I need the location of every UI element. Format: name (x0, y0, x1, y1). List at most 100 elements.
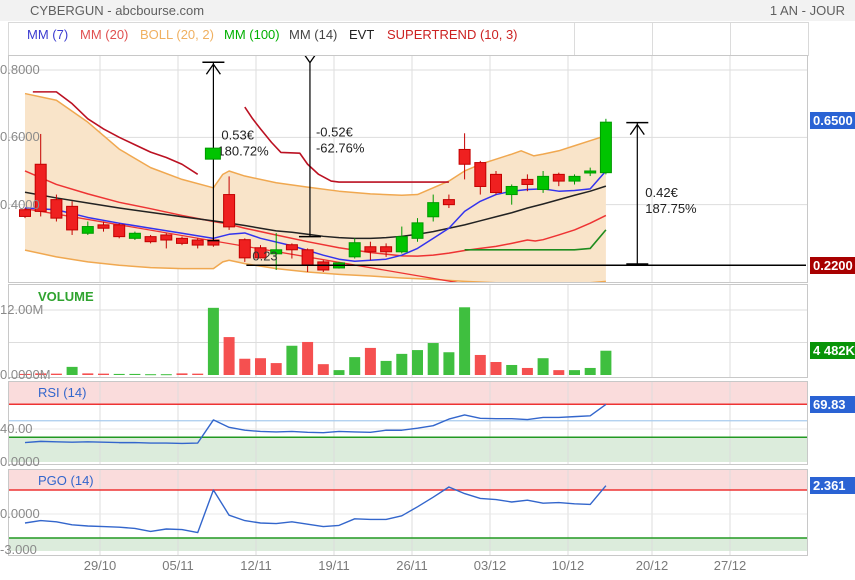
volume-bar (129, 373, 141, 375)
supertrend-bear-line (244, 106, 449, 183)
volume-bar (176, 373, 188, 375)
axis-tick-label: 12.00M (0, 301, 44, 317)
panel-border (8, 55, 808, 283)
volume-bar (192, 373, 204, 375)
volume-bar (270, 363, 282, 375)
legend-item-mm14[interactable]: MM (14) (289, 27, 338, 42)
panel-border (8, 284, 808, 378)
volume-bar (223, 337, 235, 375)
candle-body (442, 199, 455, 206)
date-axis-label: 12/11 (240, 558, 272, 573)
candle-body (34, 163, 47, 212)
pgo-line (24, 485, 607, 534)
volume-bar (349, 357, 361, 375)
candle-body (537, 175, 550, 191)
volume-panel-label: VOLUME (38, 289, 94, 304)
indicator-legend-strip: MM (7) MM (20) BOLL (20, 2) MM (100) MM (14)… (8, 22, 809, 56)
axis-tick-label: 0.0000 (0, 506, 40, 521)
axis-tick-label: 0.0000M (0, 367, 51, 382)
volume-bar (380, 360, 392, 375)
volume-bar (521, 367, 533, 375)
period-label: 1 AN - JOUR (769, 3, 845, 18)
volume-bar (286, 345, 298, 375)
candle-body (552, 173, 565, 182)
legend-cell-divider (730, 23, 731, 55)
candle-body (19, 209, 31, 217)
hline-label: 0.23 (252, 248, 277, 263)
rsi-panel[interactable] (8, 381, 808, 465)
candle-body (490, 173, 502, 194)
candle-body (411, 222, 424, 239)
mm7-line (24, 170, 607, 262)
legend-item-mm7[interactable]: MM (7) (27, 27, 69, 42)
supertrend-bull-line (464, 229, 607, 251)
measure-right-amount: 0.42€ (645, 185, 678, 200)
measure-left-arrowhead (205, 63, 221, 75)
axis-tick-label: -3.000 (0, 542, 37, 557)
volume-canvas[interactable] (8, 284, 808, 378)
axis-tick-label: 0.0000 (0, 454, 40, 469)
volume-panel[interactable] (8, 284, 808, 378)
candle-body (160, 234, 173, 241)
last-price-badge: 0.6500 (810, 111, 855, 129)
candle-body (113, 224, 126, 238)
date-axis-label: 19/11 (318, 558, 350, 573)
rsi-panel-label: RSI (14) (38, 385, 87, 400)
candle-body (505, 185, 518, 196)
volume-bar (317, 364, 329, 375)
supertrend-bear-line (32, 91, 199, 176)
volume-bar (35, 373, 47, 375)
legend-item-boll[interactable]: BOLL (20, 2) (140, 27, 214, 42)
measure-handle[interactable] (204, 147, 221, 160)
candle-body (81, 226, 94, 234)
volume-bar (490, 361, 502, 375)
measure-middle-arrowhead (303, 55, 317, 64)
rsi-oversold-zone (9, 437, 807, 462)
date-axis-label: 29/10 (83, 558, 117, 573)
volume-bar (412, 350, 423, 375)
pgo-panel[interactable] (8, 469, 808, 556)
price-chart-panel[interactable]: 0.23 0.53€ 180.72% -0.52€ -62.76% 0.42€ 187.75… (8, 55, 808, 283)
volume-bar (364, 347, 376, 375)
volume-bar (66, 366, 78, 375)
mm14-line (24, 185, 607, 240)
volume-bar (506, 364, 518, 375)
volume-bar (600, 350, 612, 375)
pgo-panel-label: PGO (14) (38, 473, 94, 488)
legend-item-supertrend[interactable]: SUPERTREND (10, 3) (387, 27, 518, 42)
panel-border (8, 381, 808, 465)
measure-right-arrowhead (629, 123, 645, 135)
candle-body (348, 242, 361, 258)
price-chart-canvas[interactable]: 0.23 0.53€180.72% -0.52€-62.76% 0.42€187.75… (8, 55, 808, 283)
rsi-canvas[interactable] (8, 381, 808, 465)
volume-bar (427, 343, 439, 375)
date-axis-label: 20/12 (635, 558, 669, 573)
volume-bar (19, 373, 31, 375)
volume-bar (553, 370, 565, 375)
candle-body (521, 178, 534, 185)
legend-item-evt[interactable]: EVT (349, 27, 375, 42)
date-axis-label: 10/12 (551, 558, 585, 573)
axis-tick-label: 40.00 (0, 421, 33, 436)
pgo-canvas[interactable] (8, 469, 808, 556)
candle-body (395, 236, 408, 253)
volume-badge: 4 482K (810, 342, 855, 360)
measure-left-amount: 0.53€ (221, 127, 254, 142)
page-title: CYBERGUN - abcbourse.com (30, 3, 205, 18)
panel-border (8, 469, 808, 556)
candle-body (364, 246, 377, 253)
volume-bar (239, 358, 251, 375)
pgo-upper-zone (9, 470, 807, 490)
date-axis-label: 05/11 (162, 558, 194, 573)
legend-item-mm20[interactable]: MM (20) (80, 27, 129, 42)
rsi-overbought-zone (9, 382, 807, 405)
candle-body (270, 249, 283, 255)
legend-item-mm100[interactable]: MM (100) (224, 27, 280, 42)
candle-body (128, 232, 141, 239)
axis-tick-label: 0.8000 (0, 61, 40, 77)
candle-body (380, 246, 393, 253)
candle-body (568, 175, 581, 182)
volume-bar (459, 307, 471, 375)
date-axis-label: 03/12 (473, 558, 507, 573)
